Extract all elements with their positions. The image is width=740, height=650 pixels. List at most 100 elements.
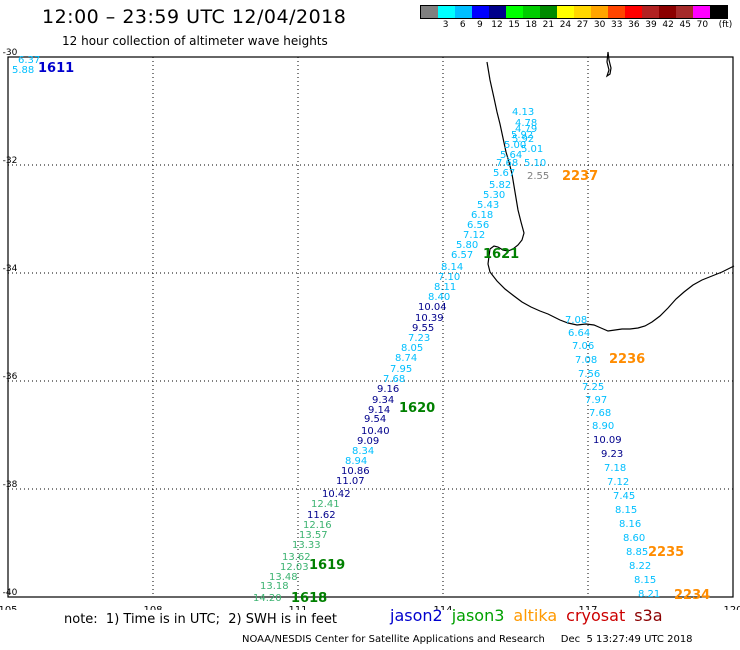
satellite-legend: jason2 jason3 altika cryosat s3a xyxy=(390,606,672,625)
swh-reading: 5.92 xyxy=(511,130,533,141)
chart-title: 12:00 – 23:59 UTC 12/04/2018 xyxy=(42,6,347,28)
swh-reading: 5.00 xyxy=(504,140,526,151)
swh-reading: 5.01 xyxy=(521,144,543,155)
swh-reading: 9.09 xyxy=(357,436,379,447)
pass-time-label: 2235 xyxy=(648,545,684,560)
swh-reading: 5.10 xyxy=(524,158,546,169)
map-frame xyxy=(7,56,734,598)
colorbar-swatch xyxy=(659,6,676,18)
colorbar-swatch xyxy=(472,6,489,18)
swh-reading: 8.34 xyxy=(352,446,374,457)
lat-tick-label: -36 xyxy=(3,372,18,382)
swh-reading: 6.56 xyxy=(467,220,489,231)
coastline xyxy=(486,51,735,332)
colorbar-label: 30 xyxy=(593,20,606,30)
pass-time-label: 1621 xyxy=(483,247,519,262)
swh-reading: 13.48 xyxy=(269,572,298,583)
pass-time-label: 1611 xyxy=(38,61,74,76)
swh-reading: 7.06 xyxy=(572,341,594,352)
swh-reading: 7.68 xyxy=(496,158,518,169)
colorbar-swatch xyxy=(608,6,625,18)
swh-reading: 8.05 xyxy=(401,343,423,354)
swh-reading: 12.41 xyxy=(311,499,340,510)
colorbar-label: 9 xyxy=(477,20,483,30)
swh-reading: 10.04 xyxy=(418,302,447,313)
island xyxy=(605,51,612,78)
pass-time-label: 1618 xyxy=(291,591,327,606)
swh-reading: 13.18 xyxy=(260,581,289,592)
swh-reading: 4.13 xyxy=(512,107,534,118)
altimeter-readings: 6.375.884.134.784.795.925.925.015.005.64… xyxy=(12,55,710,606)
colorbar-swatch xyxy=(625,6,642,18)
colorbar-swatch xyxy=(591,6,608,18)
swh-reading: 10.09 xyxy=(593,435,622,446)
swh-reading: 7.08 xyxy=(575,355,597,366)
swh-reading: 10.42 xyxy=(322,489,351,500)
lon-tick-label: 114 xyxy=(433,605,452,610)
colorbar-label: 21 xyxy=(542,20,555,30)
colorbar-labels: 3 6 9 12 15 18 21 24 27 30 33 36 39 42 45 70 (ft) xyxy=(420,20,740,34)
swh-reading: 9.16 xyxy=(377,384,399,395)
swh-reading: 5.43 xyxy=(477,200,499,211)
swh-reading: 8.22 xyxy=(629,561,651,572)
lon-tick-label: 108 xyxy=(143,605,162,610)
swh-reading: 7.10 xyxy=(438,272,460,283)
lon-tick-label: 111 xyxy=(288,605,307,610)
swh-reading: 6.57 xyxy=(451,250,473,261)
swh-reading: 6.37 xyxy=(18,55,40,66)
colorbar-label: 12 xyxy=(491,20,503,30)
legend-jason3: jason3 xyxy=(451,606,505,625)
lon-tick-label: 105 xyxy=(0,605,18,610)
colorbar-label: 70 xyxy=(696,20,709,30)
lat-tick-label: -34 xyxy=(3,264,18,274)
colorbar-label: 33 xyxy=(611,20,623,30)
colorbar-label: 45 xyxy=(679,20,691,30)
swh-reading: 8.21 xyxy=(638,589,660,600)
colorbar-swatch xyxy=(489,6,506,18)
colorbar-unit: (ft) xyxy=(718,20,733,30)
colorbar-label: 6 xyxy=(459,20,466,30)
lat-tick-label: -30 xyxy=(3,48,18,58)
swh-reading: 10.40 xyxy=(361,426,390,437)
swh-reading: 7.97 xyxy=(585,395,607,406)
swh-reading: 8.16 xyxy=(619,519,641,530)
swh-reading: 9.14 xyxy=(368,405,390,416)
legend-jason2: jason2 xyxy=(390,606,443,625)
colorbar-label: 18 xyxy=(525,20,537,30)
swh-reading: 7.68 xyxy=(383,374,405,385)
swh-reading: 7.95 xyxy=(390,364,412,375)
pass-time-label: 1620 xyxy=(399,401,435,416)
swh-reading: 14.20 xyxy=(253,593,282,604)
swh-reading: 7.12 xyxy=(463,230,485,241)
colorbar-swatch xyxy=(438,6,455,18)
colorbar-label: 24 xyxy=(559,20,572,30)
colorbar-swatch xyxy=(574,6,591,18)
colorbar-swatch xyxy=(455,6,472,18)
swh-reading: 5.88 xyxy=(12,65,34,76)
swh-reading: 4.78 xyxy=(515,118,537,129)
swh-reading: 13.33 xyxy=(292,540,321,551)
swh-reading: 8.15 xyxy=(634,575,656,586)
swh-reading: 8.15 xyxy=(615,505,637,516)
pass-time-label: 2237 xyxy=(562,169,598,184)
swh-reading: 8.74 xyxy=(395,353,417,364)
lon-tick-label: 120 xyxy=(723,605,740,610)
swh-reading: 2.55 xyxy=(527,171,549,182)
swh-reading: 12.16 xyxy=(303,520,332,531)
colorbar-label: 36 xyxy=(628,20,640,30)
units-note: note: 1) Time is in UTC; 2) SWH is in fe… xyxy=(64,612,337,627)
swh-reading: 8.14 xyxy=(441,262,463,273)
swh-reading: 5.80 xyxy=(456,240,478,251)
swh-reading: 7.68 xyxy=(589,408,611,419)
swh-reading: 4.79 xyxy=(515,124,537,135)
pass-time-label: 2236 xyxy=(609,352,645,367)
swh-reading: 9.55 xyxy=(412,323,434,334)
swh-reading: 8.90 xyxy=(592,421,614,432)
swh-reading: 13.62 xyxy=(282,552,311,563)
swh-reading: 7.23 xyxy=(408,333,430,344)
swh-reading: 8.11 xyxy=(434,282,456,293)
colorbar-swatch xyxy=(693,6,710,18)
swh-reading: 13.57 xyxy=(299,530,328,541)
swh-reading: 7.12 xyxy=(607,477,629,488)
pass-time-label: 2234 xyxy=(674,588,710,603)
